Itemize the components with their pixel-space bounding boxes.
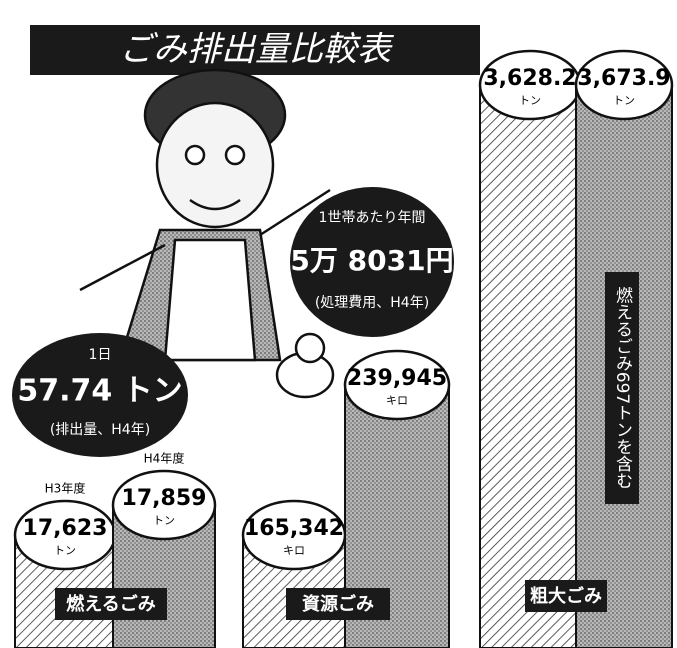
year: H3年度 — [45, 481, 86, 496]
unit: キロ — [386, 394, 408, 407]
group-label: 資源ごみ — [302, 593, 374, 615]
note: 燃えるごみ697トンを含む — [612, 287, 633, 489]
group-label: 燃えるごみ — [66, 593, 155, 615]
value: 17,859 — [122, 486, 207, 511]
value: 17,623 — [23, 516, 108, 541]
value: 165,342 — [244, 516, 344, 541]
value: 239,945 — [347, 366, 447, 391]
cylinder-body — [480, 85, 580, 648]
callout-text: 1世帯あたり年間 — [319, 210, 426, 226]
unit: トン — [613, 94, 635, 107]
title: ごみ排出量比較表 — [119, 30, 395, 70]
unit: トン — [153, 514, 175, 527]
unit: トン — [54, 544, 76, 557]
value: 3,673.9 — [577, 66, 670, 91]
callout-text: (処理費用、H4年) — [315, 295, 429, 311]
callout-text: 57.74 トン — [17, 374, 182, 409]
unit: キロ — [283, 544, 305, 557]
callout-text: 1日 — [89, 347, 112, 363]
group-label: 粗大ごみ — [530, 585, 602, 607]
unit: トン — [519, 94, 541, 107]
callout-text: (排出量、H4年) — [50, 422, 150, 438]
callout-text: 5万 8031円 — [290, 244, 453, 277]
value: 3,628.2 — [483, 66, 576, 91]
infographic: ごみ排出量比較表 1日 57.74 トン (排出量、H4年) 1世帯あたり年間 … — [0, 0, 677, 648]
year: H4年度 — [144, 451, 185, 466]
